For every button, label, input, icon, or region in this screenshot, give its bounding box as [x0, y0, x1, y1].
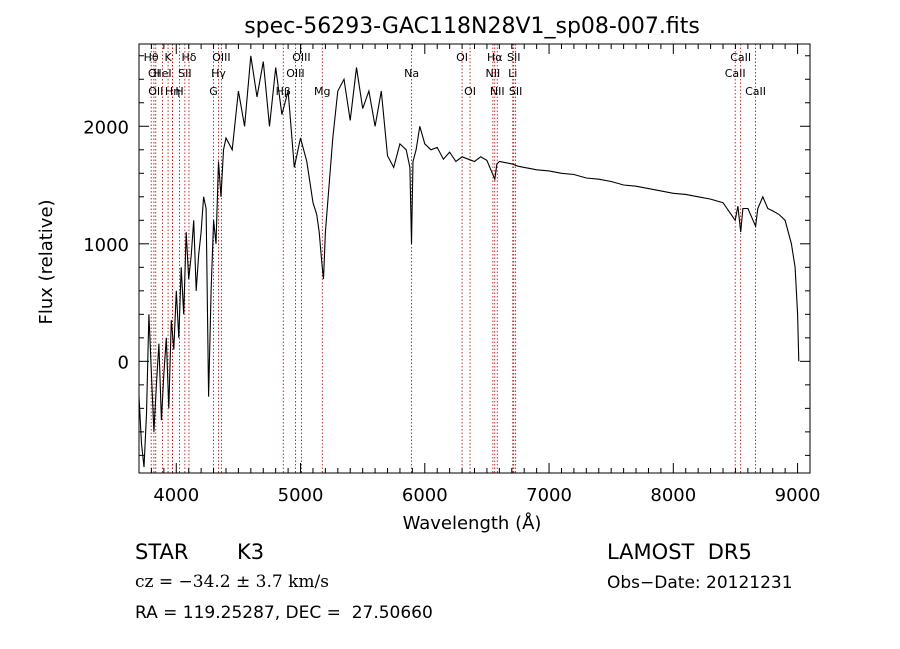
line-marker-label: Hγ — [211, 67, 226, 80]
line-marker-label: OIII — [292, 51, 310, 64]
line-marker-label: HeI — [153, 67, 171, 80]
x-axis-label: Wavelength (Å) — [403, 512, 542, 534]
line-marker-label: Mg — [314, 85, 330, 98]
coordinates: RA = 119.25287, DEC = 27.50660 — [135, 603, 433, 623]
line-marker-label: OIII — [212, 51, 230, 64]
line-marker-label: NII — [486, 67, 501, 80]
line-marker-label: CaII — [745, 85, 766, 98]
x-tick-label: 5000 — [278, 485, 324, 506]
line-marker-label: SII — [507, 51, 520, 64]
line-marker-label: OI — [456, 51, 468, 64]
line-marker-label: K — [164, 51, 172, 64]
line-marker-label: OIII — [286, 67, 304, 80]
x-tick-label: 7000 — [526, 485, 572, 506]
y-tick-label: 1000 — [83, 235, 129, 256]
line-marker-label: Na — [404, 67, 419, 80]
x-tick-label: 6000 — [402, 485, 448, 506]
line-marker-label: SII — [178, 67, 191, 80]
object-type: STAR — [135, 540, 189, 564]
line-marker-label: H — [175, 85, 183, 98]
y-axis: 0 1000 2000 — [83, 55, 810, 456]
chart-title: spec-56293-GAC118N28V1_sp08-007.fits — [244, 14, 700, 39]
line-marker-label: Hδ — [181, 51, 196, 64]
survey-name: LAMOST DR5 — [607, 540, 752, 564]
x-axis: 4000 5000 6000 7000 8000 9000 — [150, 44, 821, 506]
observation-date: Obs−Date: 20121231 — [607, 573, 793, 593]
line-marker-label: CaII — [730, 51, 751, 64]
spectral-line-markers: HθOIOIIHeIKHηHSIIHδGHγOIIIHβOIIIOIIIMgNa… — [144, 44, 766, 473]
y-tick-label: 2000 — [83, 117, 129, 138]
line-marker-label: Li — [508, 67, 517, 80]
redshift-cz: cz = −34.2 ± 3.7 km/s — [135, 572, 329, 592]
x-tick-label: 4000 — [153, 485, 199, 506]
line-marker-label: Hη — [165, 85, 180, 98]
line-marker-label: Hθ — [144, 51, 159, 64]
line-marker-label: NII — [490, 85, 505, 98]
line-marker-label: Hα — [487, 51, 503, 64]
x-tick-label: 9000 — [775, 485, 821, 506]
line-marker-label: OI — [148, 67, 160, 80]
spectral-subclass: K3 — [237, 540, 265, 564]
x-tick-label: 8000 — [650, 485, 696, 506]
line-marker-label: OI — [464, 85, 476, 98]
line-marker-label: SII — [509, 85, 522, 98]
line-marker-label: OII — [148, 85, 163, 98]
line-marker-label: CaII — [725, 67, 746, 80]
y-tick-label: 0 — [118, 352, 129, 373]
spectrum-line — [138, 55, 800, 468]
line-marker-label: G — [209, 85, 218, 98]
plot-frame — [138, 43, 811, 474]
y-axis-label: Flux (relative) — [36, 199, 57, 324]
